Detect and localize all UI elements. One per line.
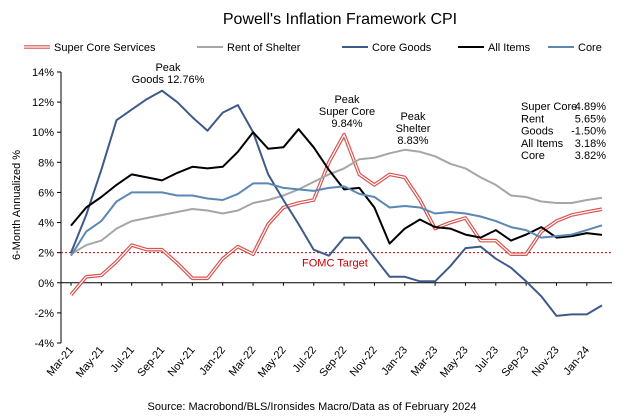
y-tick-label: -2% bbox=[34, 308, 54, 320]
x-tick-label: Sep-21 bbox=[135, 344, 167, 379]
x-tick-label: Jul-23 bbox=[473, 344, 501, 375]
series-lines bbox=[69, 89, 603, 317]
peak-annotation-line: Peak bbox=[334, 94, 360, 106]
x-tick-label: Jan-23 bbox=[379, 344, 410, 377]
x-tick-label: Mar-23 bbox=[409, 344, 441, 378]
y-tick-label: 2% bbox=[38, 248, 54, 260]
series-line-all-items bbox=[70, 128, 603, 245]
series-line-core-goods bbox=[70, 89, 603, 317]
x-tick-label: Nov-23 bbox=[530, 344, 562, 379]
y-tick-label: 4% bbox=[38, 218, 54, 230]
legend-label: Core Goods bbox=[372, 42, 432, 54]
legend-label: All Items bbox=[488, 42, 531, 54]
y-tick-label: 8% bbox=[38, 157, 54, 169]
latest-value-label: Rent bbox=[521, 113, 544, 125]
latest-value-number: 4.89% bbox=[575, 101, 606, 113]
x-tick-label: Jan-24 bbox=[561, 344, 592, 377]
x-tick-label: Sep-22 bbox=[317, 344, 349, 379]
reference-line-group: FOMC Target bbox=[61, 252, 612, 270]
latest-value-number: -1.50% bbox=[571, 126, 606, 138]
x-tick-label: Sep-23 bbox=[499, 344, 531, 379]
y-tick-label: 6% bbox=[38, 187, 54, 199]
legend-label: Super Core Services bbox=[54, 42, 156, 54]
x-tick-label: May-23 bbox=[438, 344, 471, 380]
x-tick-label: Jul-21 bbox=[109, 344, 137, 375]
latest-value-label: Super Core bbox=[521, 101, 577, 113]
series-line-rent-of-shelter bbox=[70, 148, 603, 256]
peak-annotation-line: 8.83% bbox=[397, 135, 428, 147]
y-tick-label: 12% bbox=[32, 97, 54, 109]
peak-annotation-line: Goods 12.76% bbox=[132, 74, 205, 86]
x-tick-label: Nov-21 bbox=[166, 344, 198, 379]
latest-value-number: 3.18% bbox=[575, 138, 606, 150]
series-line-core bbox=[70, 182, 603, 257]
chart-title: Powell's Inflation Framework CPI bbox=[223, 11, 457, 28]
x-tick-label: May-22 bbox=[256, 344, 289, 380]
peak-annotation: Peak Shelter 8.83% bbox=[396, 111, 431, 147]
x-tick-label: May-21 bbox=[74, 344, 107, 380]
source-note: Source: Macrobond/BLS/Ironsides Macro/Da… bbox=[148, 401, 477, 413]
peak-annotation-line: Peak bbox=[155, 62, 181, 74]
x-tick-label: Mar-22 bbox=[227, 344, 259, 378]
peak-annotation-line: 9.84% bbox=[331, 118, 362, 130]
x-tick-label: Jul-22 bbox=[291, 344, 319, 375]
latest-value-number: 3.82% bbox=[575, 150, 606, 162]
series-line-super-core-services-inner bbox=[70, 134, 603, 296]
y-tick-label: 10% bbox=[32, 127, 54, 139]
latest-value-label: Goods bbox=[521, 126, 554, 138]
x-tick-label: Jan-22 bbox=[197, 344, 228, 377]
annotations: Peak Goods 12.76%Peak Super Core 9.84%Peak S… bbox=[132, 62, 431, 147]
latest-value-number: 5.65% bbox=[575, 113, 606, 125]
y-tick-label: -4% bbox=[34, 338, 54, 350]
peak-annotation-line: Super Core bbox=[319, 106, 375, 118]
x-tick-label: Nov-22 bbox=[348, 344, 380, 379]
fomc-target-label: FOMC Target bbox=[302, 258, 368, 270]
y-axis-label: 6-Month Annualized % bbox=[11, 150, 23, 260]
y-tick-label: 14% bbox=[32, 67, 54, 79]
latest-value-label: Core bbox=[521, 150, 545, 162]
peak-annotation-line: Peak bbox=[400, 111, 426, 123]
legend-label: Rent of Shelter bbox=[227, 42, 301, 54]
latest-value-label: All Items bbox=[521, 138, 564, 150]
y-tick-label: 0% bbox=[38, 278, 54, 290]
peak-annotation-line: Shelter bbox=[396, 123, 431, 135]
legend: Super Core Services Rent of Shelter Core G… bbox=[24, 42, 602, 54]
legend-label: Core bbox=[578, 42, 602, 54]
peak-annotation: Peak Goods 12.76% bbox=[132, 62, 205, 86]
peak-annotation: Peak Super Core 9.84% bbox=[319, 94, 375, 130]
